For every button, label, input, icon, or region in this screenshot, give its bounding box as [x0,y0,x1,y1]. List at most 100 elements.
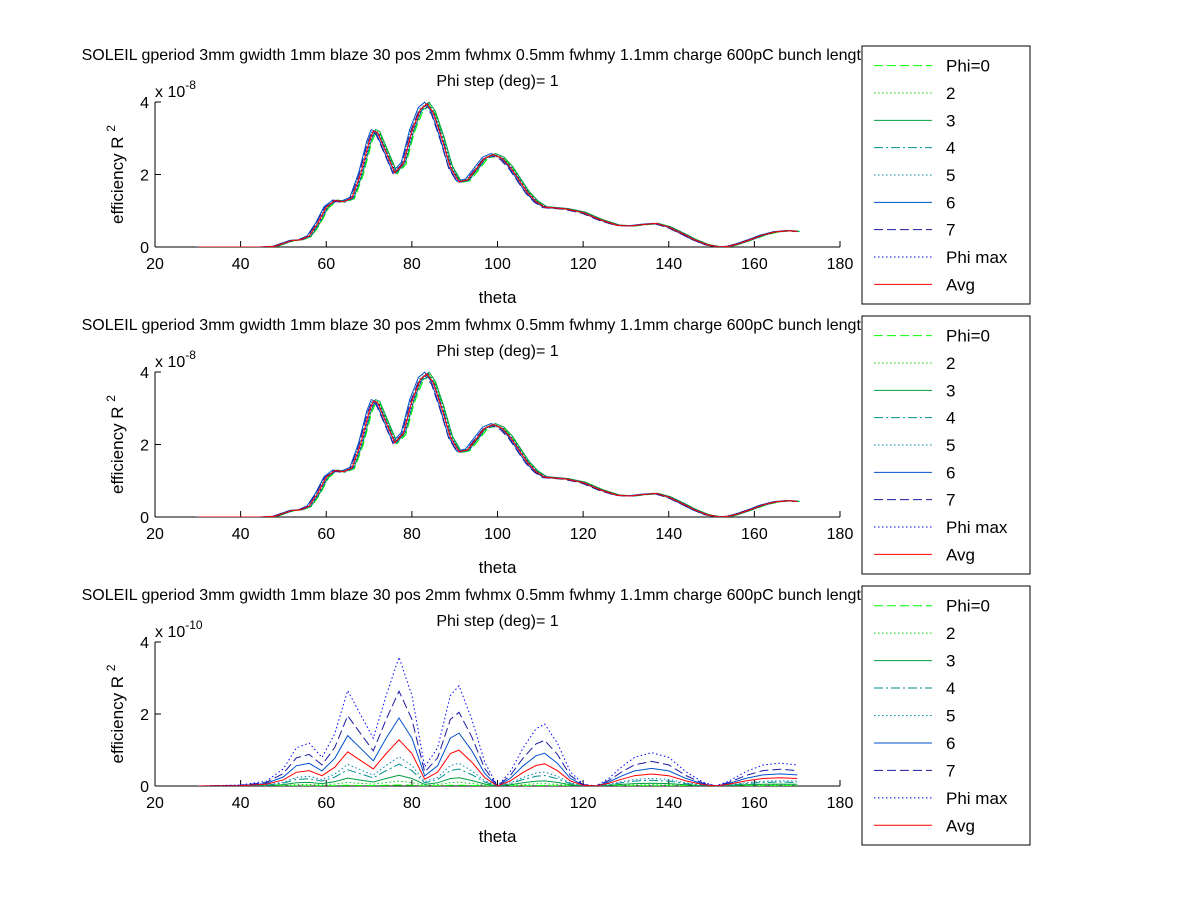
x-tick-label: 20 [146,526,164,543]
x-tick-label: 80 [403,795,421,812]
x-tick-label: 100 [484,795,511,812]
legend-entry: 7 [946,221,955,240]
y-exponent: x 10-8 [155,78,196,101]
y-exponent: x 10-10 [155,618,203,641]
series-line-phi-6 [196,374,796,517]
legend: Phi=0 2 3 4 5 6 7 Phi max Avg [861,45,1031,305]
plot-area [195,101,800,247]
legend-entry: 5 [946,436,955,455]
chart-subtitle: Phi step (deg)= 1 [436,343,558,360]
y-axis-label-sup: 2 [104,664,118,671]
legend-entry: 2 [946,624,955,643]
x-tick-label: 160 [741,526,768,543]
y-axis-label-sup: 2 [104,395,118,402]
y-tick-label: 0 [140,779,149,796]
x-tick-label: 80 [403,526,421,543]
series-line-phi-0 [200,374,800,517]
series-line-2 [197,780,798,786]
legend-entry: 7 [946,491,955,510]
series-line-3 [197,774,798,786]
x-axis-label: theta [479,558,517,577]
x-tick-label: 160 [741,256,768,273]
series-line-phi-1 [199,373,799,517]
y-axis-label: efficiency R 2 [104,395,127,494]
legend-entry: 6 [946,193,955,212]
y-exponent-power: -10 [185,618,203,632]
y-tick-label: 4 [140,95,149,112]
legend-entry: 3 [946,381,955,400]
chart-panel-2: SOLEIL gperiod 3mm gwidth 1mm blaze 30 p… [82,315,1031,577]
legend: Phi=0 2 3 4 5 6 7 Phi max Avg [861,585,1031,846]
legend-entry: Avg [946,816,975,835]
series-line-phi-2 [200,101,800,247]
series-line-phi-6 [196,104,796,247]
legend-entry: 6 [946,734,955,753]
legend: Phi=0 2 3 4 5 6 7 Phi max Avg [861,315,1031,575]
x-tick-label: 140 [655,256,682,273]
y-tick-label: 2 [140,168,149,185]
legend-entry: Phi max [946,789,1008,808]
x-axis-label: theta [479,827,517,846]
y-tick-label: 4 [140,365,149,382]
series-line-phi-5 [195,371,796,517]
y-tick-label: 2 [140,438,149,455]
y-exponent: x 10-8 [155,348,196,371]
chart-subtitle: Phi step (deg)= 1 [436,613,558,630]
x-tick-label: 40 [232,795,250,812]
x-tick-label: 140 [655,526,682,543]
legend-entry: Phi=0 [946,327,990,346]
legend-entry: Phi max [946,518,1008,537]
series-line-phi-1 [199,103,799,247]
legend-entry: 6 [946,463,955,482]
series-line-7 [197,689,798,786]
series-line-phi=0 [197,784,798,786]
series-line-phi-5 [195,101,796,247]
x-tick-label: 120 [570,256,597,273]
series-line-phi-max [197,655,798,786]
legend-entry: 7 [946,761,955,780]
x-axis-label: theta [479,288,517,307]
y-axis-label-sup: 2 [104,125,118,132]
chart-title: SOLEIL gperiod 3mm gwidth 1mm blaze 30 p… [82,587,914,604]
x-tick-label: 180 [827,795,854,812]
y-tick-label: 4 [140,635,149,652]
x-tick-label: 60 [317,526,335,543]
x-tick-label: 60 [317,795,335,812]
series-line-phi-4 [196,373,796,517]
legend-entry: 5 [946,166,955,185]
x-tick-label: 120 [570,526,597,543]
series-line-phi-7 [198,373,799,517]
series-line-phi-4 [196,103,796,247]
y-tick-label: 2 [140,707,149,724]
series-line-6 [197,717,798,786]
x-tick-label: 80 [403,256,421,273]
chart-title: SOLEIL gperiod 3mm gwidth 1mm blaze 30 p… [82,47,914,64]
series-line-phi-0 [200,104,800,247]
y-axis-label: efficiency R 2 [104,664,127,763]
legend-entry: Avg [946,545,975,564]
legend-entry: 2 [946,84,955,103]
legend-entry: Phi=0 [946,597,990,616]
y-exponent-power: -8 [185,348,196,362]
x-tick-label: 180 [827,256,854,273]
chart-title: SOLEIL gperiod 3mm gwidth 1mm blaze 30 p… [82,317,914,334]
legend-entry: 4 [946,679,955,698]
series-line-phi-3 [199,374,799,517]
legend-entry: 5 [946,707,955,726]
y-tick-label: 0 [140,240,149,257]
series-line-4 [197,763,798,786]
plot-area [197,655,798,786]
plot-area [195,371,800,517]
x-tick-label: 20 [146,795,164,812]
series-line-phi-7 [198,103,799,247]
series-line-avg [197,372,798,517]
x-tick-label: 160 [741,795,768,812]
series-line-avg [197,102,798,247]
x-tick-label: 40 [232,526,250,543]
x-tick-label: 20 [146,256,164,273]
legend-entry: 2 [946,354,955,373]
legend-entry: 3 [946,652,955,671]
series-line-phi-2 [200,371,800,517]
y-exponent-power: -8 [185,78,196,92]
